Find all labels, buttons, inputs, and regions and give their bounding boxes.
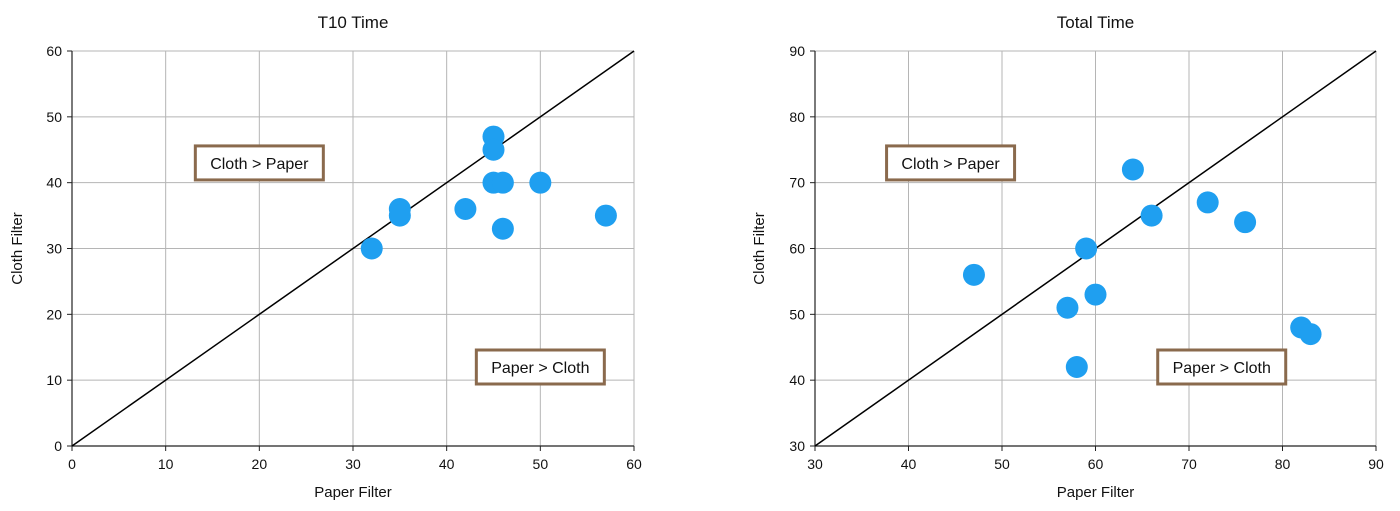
chart-1-y-tick-label-4: 40 xyxy=(46,175,62,191)
chart-2-y-tick-label-6: 90 xyxy=(789,43,805,59)
chart-1-x-tick-label-6: 60 xyxy=(626,456,642,472)
chart-1-y-tick-label-2: 20 xyxy=(46,306,62,322)
chart-2-y-tick-label-0: 30 xyxy=(789,438,805,454)
chart-2-x-tick-label-0: 30 xyxy=(807,456,823,472)
chart-1-annotation-text-2: Paper > Cloth xyxy=(491,360,589,377)
chart-1-y-tick-label-6: 60 xyxy=(46,43,62,59)
chart-2-annotation-box-2 xyxy=(1156,348,1288,386)
chart-2-annotation-1: Cloth > Paper xyxy=(885,144,1017,182)
chart-1-annotation-2: Paper > Cloth xyxy=(474,348,606,386)
chart-2-y-tick-label-1: 40 xyxy=(789,372,805,388)
chart-1-x-tick-label-2: 20 xyxy=(252,456,268,472)
chart-2-annotation-text-2: Paper > Cloth xyxy=(1173,360,1271,377)
chart-2-point-3 xyxy=(1065,356,1088,378)
chart-1-x-tick-label-4: 40 xyxy=(439,456,455,472)
chart-1-annotation-box-2 xyxy=(474,348,606,386)
chart-2-y-tick-label-4: 70 xyxy=(789,175,805,191)
chart-2-x-tick-label-4: 70 xyxy=(1181,456,1197,472)
chart-2-annotation-2: Paper > Cloth xyxy=(1156,348,1288,386)
chart-2-point-7 xyxy=(1140,204,1163,227)
chart-1-x-tick-label-0: 0 xyxy=(68,456,76,472)
chart-1-title: T10 Time xyxy=(318,13,389,32)
chart-1-y-tick-label-1: 10 xyxy=(46,372,62,388)
chart-2-y-tick-label-3: 60 xyxy=(789,241,805,257)
chart-1-point-11 xyxy=(594,204,617,227)
chart-1-annotation-text-1: Cloth > Paper xyxy=(210,156,309,173)
chart-2-y-tick-label-5: 80 xyxy=(789,109,805,125)
chart-1-annotation-box-1 xyxy=(193,144,325,182)
chart-2-x-axis-label: Paper Filter xyxy=(1057,484,1135,501)
chart-1-identity-line xyxy=(71,50,635,447)
chart-1-x-tick-label-3: 30 xyxy=(345,456,361,472)
chart-1-x-tick-label-5: 50 xyxy=(533,456,549,472)
chart-1-point-1 xyxy=(360,237,383,260)
chart-1-point-9 xyxy=(491,217,514,240)
chart-2-point-9 xyxy=(1234,211,1257,234)
chart-1-x-tick-label-1: 10 xyxy=(158,456,174,472)
chart-1-y-tick-label-0: 0 xyxy=(54,438,62,454)
chart-1-annotation-1: Cloth > Paper xyxy=(193,144,325,182)
chart-2-annotation-text-1: Cloth > Paper xyxy=(901,156,1000,173)
chart-2-x-tick-label-1: 40 xyxy=(901,456,917,472)
chart-1-point-3 xyxy=(388,204,411,227)
chart-2: 30 40 50 60 70 80 90 30 40 50 60 70 80 90 Cloth > Pape… xyxy=(751,13,1384,501)
chart-2-point-4 xyxy=(1075,237,1098,260)
chart-2-y-axis-label: Cloth Filter xyxy=(751,212,768,285)
chart-1-y-tick-label-5: 50 xyxy=(46,109,62,125)
chart-2-point-8 xyxy=(1196,191,1219,214)
chart-1-point-4 xyxy=(454,198,477,220)
chart-1-x-axis-label: Paper Filter xyxy=(314,484,392,501)
chart-2-point-1 xyxy=(962,263,985,286)
chart-1-point-6 xyxy=(482,138,505,161)
chart-2-x-tick-label-6: 90 xyxy=(1368,456,1384,472)
chart-2-annotation-box-1 xyxy=(885,144,1017,182)
chart-1-y-axis-label: Cloth Filter xyxy=(9,212,26,285)
chart-1-y-tick-label-3: 30 xyxy=(46,241,62,257)
chart-2-y-tick-label-2: 50 xyxy=(789,306,805,322)
chart-2-point-2 xyxy=(1056,296,1079,319)
chart-2-x-tick-label-3: 60 xyxy=(1088,456,1104,472)
chart-2-x-tick-label-2: 50 xyxy=(994,456,1010,472)
chart-2-x-tick-label-5: 80 xyxy=(1275,456,1291,472)
chart-1-point-10 xyxy=(529,171,552,194)
chart-2-title: Total Time xyxy=(1057,13,1134,32)
chart-2-point-11 xyxy=(1299,323,1322,346)
chart-2-point-6 xyxy=(1121,158,1144,181)
chart-2-point-5 xyxy=(1084,283,1107,306)
chart-1: 0 10 20 30 40 50 60 0 10 20 30 40 50 60 Cloth > Paper P… xyxy=(9,13,642,501)
chart-1-point-8 xyxy=(491,171,514,194)
